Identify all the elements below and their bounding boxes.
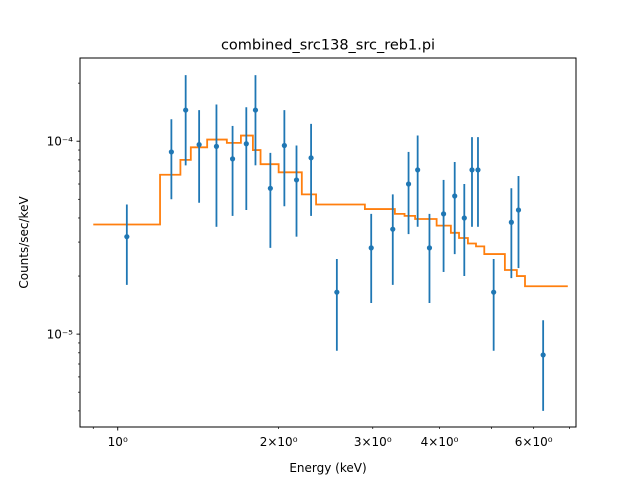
data-marker — [508, 219, 514, 225]
data-point — [168, 119, 174, 200]
data-point — [415, 135, 421, 227]
data-marker — [405, 181, 412, 187]
data-point — [124, 204, 130, 285]
data-point — [281, 110, 287, 207]
x-axis: 10⁰ 2×10⁰ 3×10⁰ 4×10⁰ 6×10⁰ — [92, 427, 570, 449]
data-marker — [252, 107, 259, 113]
data-point — [196, 110, 202, 203]
data-point — [267, 152, 273, 248]
data-marker — [461, 215, 467, 221]
data-marker — [229, 156, 236, 162]
data-point — [452, 162, 458, 255]
data-marker — [475, 167, 481, 173]
data-point — [368, 213, 374, 303]
data-marker — [183, 107, 189, 113]
data-point — [461, 184, 467, 277]
x-tick-label: 6×10⁰ — [515, 435, 553, 449]
model-step-path — [93, 134, 568, 288]
data-point — [252, 75, 259, 166]
x-tick-label: 3×10⁰ — [354, 435, 392, 449]
data-marker — [469, 167, 475, 173]
data-point — [183, 75, 189, 166]
y-axis-label: Counts/sec/keV — [17, 196, 31, 289]
chart-title: combined_src138_src_reb1.pi — [221, 38, 435, 54]
data-marker — [124, 234, 130, 240]
data-marker — [390, 226, 396, 232]
data-point — [508, 188, 514, 279]
data-point — [293, 145, 300, 237]
y-axis: 10⁻⁵ 10⁻⁴ — [47, 82, 80, 412]
data-marker — [281, 142, 287, 149]
data-point — [491, 259, 497, 351]
data-points — [124, 75, 546, 411]
data-marker — [540, 352, 546, 358]
data-marker — [243, 141, 249, 147]
data-point — [308, 123, 314, 216]
x-tick-label: 4×10⁰ — [421, 435, 459, 449]
data-marker — [196, 142, 202, 148]
data-marker — [267, 185, 273, 191]
data-point — [213, 104, 220, 227]
data-marker — [491, 289, 497, 295]
data-marker — [515, 207, 522, 213]
data-point — [334, 259, 340, 351]
data-point — [469, 137, 475, 227]
data-point — [540, 320, 546, 411]
data-marker — [213, 143, 220, 149]
data-marker — [308, 155, 314, 161]
data-marker — [168, 149, 174, 155]
data-point — [426, 213, 433, 303]
data-point — [515, 176, 522, 269]
data-point — [405, 151, 412, 235]
data-marker — [368, 245, 374, 251]
y-tick-label: 10⁻⁴ — [47, 135, 74, 149]
data-point — [229, 125, 236, 216]
data-marker — [426, 245, 433, 251]
data-marker — [452, 193, 458, 199]
x-tick-label: 10⁰ — [108, 435, 128, 449]
plot-frame — [79, 57, 577, 428]
y-tick-label: 10⁻⁵ — [47, 328, 74, 342]
data-point — [390, 194, 396, 285]
x-axis-label: Energy (keV) — [289, 461, 366, 475]
data-marker — [334, 289, 340, 295]
data-point — [243, 107, 249, 210]
x-tick-label: 2×10⁰ — [260, 435, 298, 449]
data-point — [440, 179, 447, 272]
data-marker — [293, 177, 300, 183]
model-step-line — [93, 134, 568, 288]
data-marker — [415, 167, 421, 173]
data-marker — [440, 211, 447, 217]
data-point — [475, 137, 481, 227]
